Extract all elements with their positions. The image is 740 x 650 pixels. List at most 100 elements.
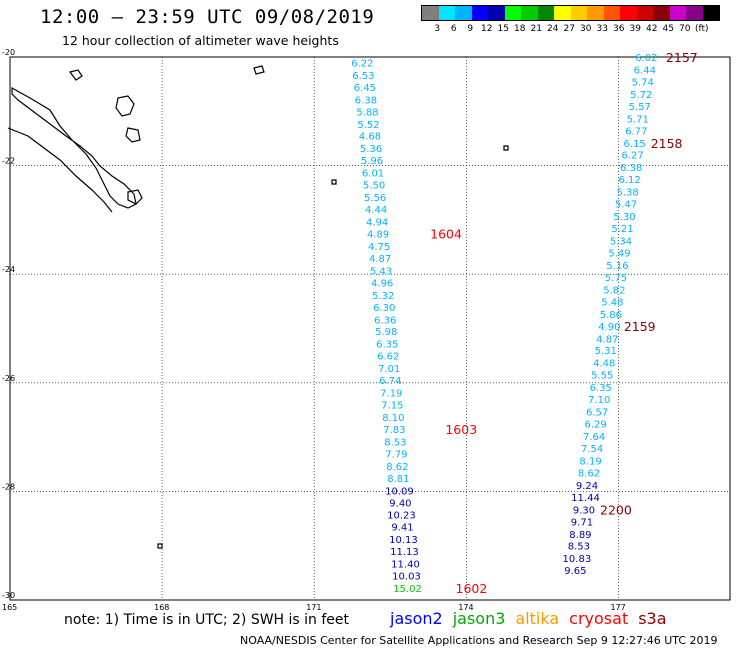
legend-swatch — [471, 6, 488, 20]
wave-height-value: 4.89 — [367, 229, 389, 240]
wave-height-value: 8.53 — [384, 437, 406, 448]
wave-height-value: 11.13 — [390, 547, 419, 558]
wave-height-value: 7.10 — [588, 395, 610, 406]
footer-credit: NOAA/NESDIS Center for Satellite Applica… — [240, 634, 718, 647]
wave-height-value: 4.68 — [359, 132, 381, 143]
wave-height-value: 6.36 — [374, 315, 396, 326]
wave-height-value: 9.24 — [576, 481, 598, 492]
pass-time-label: 2157 — [666, 50, 698, 65]
lon-label: 174 — [458, 603, 473, 612]
wave-height-value: 8.62 — [386, 462, 408, 473]
coastline-loyalty-island-2 — [125, 127, 141, 143]
wave-height-value: 5.86 — [600, 310, 622, 321]
graticule — [10, 56, 730, 601]
wave-height-value: 5.72 — [630, 90, 652, 101]
wave-height-value: 5.55 — [591, 371, 613, 382]
wave-height-value: 4.44 — [365, 205, 387, 216]
wave-height-value: 11.44 — [571, 493, 600, 504]
satellite-jason2: jason2 — [390, 609, 443, 628]
legend-label: 15 — [497, 24, 509, 34]
wave-height-value: 10.23 — [387, 511, 416, 522]
wave-height-value: 8.19 — [579, 456, 601, 467]
wave-height-value: 4.87 — [596, 334, 618, 345]
wave-height-value: 5.21 — [611, 224, 633, 235]
wave-height-value: 6.02 — [635, 53, 657, 64]
wave-height-value: 4.48 — [593, 359, 615, 370]
wave-height-value: 7.15 — [381, 401, 403, 412]
wave-height-value: 7.83 — [383, 425, 405, 436]
wave-height-value: 10.13 — [389, 535, 418, 546]
legend-swatch — [669, 6, 686, 20]
pass-time-label: 1604 — [430, 226, 462, 241]
wave-height-value: 10.83 — [563, 554, 592, 565]
legend-label: 24 — [547, 24, 559, 34]
wave-height-value: 5.74 — [632, 77, 654, 88]
wave-height-value: 9.41 — [391, 523, 413, 534]
lat-label: -30 — [2, 591, 15, 600]
legend-swatch — [455, 6, 472, 20]
wave-height-value: 5.52 — [357, 120, 379, 131]
satellite-s3a: s3a — [638, 609, 667, 628]
wave-height-value: 5.30 — [613, 212, 635, 223]
wave-height-value: 5.96 — [361, 156, 383, 167]
legend-swatch — [636, 6, 653, 20]
right-altimeter-track: 6.026.445.74 5.725.575.716.77 6.156.276.38… — [563, 50, 698, 577]
wave-height-value: 9.40 — [389, 498, 411, 509]
legend-label: 12 — [481, 24, 493, 34]
wave-height-color-legend: 3 6 9 12 15 18 21 24 27 30 33 36 39 42 45 70 (ft) — [421, 5, 720, 34]
wave-height-value: 8.53 — [568, 542, 590, 553]
wave-height-value: 5.49 — [608, 248, 630, 259]
coastline-tiny-island-3 — [157, 543, 163, 549]
coastline-loyalty-island-3 — [68, 69, 83, 81]
pass-time-label: 1603 — [445, 422, 477, 437]
legend-label: 6 — [450, 24, 457, 34]
wave-height-value: 4.75 — [368, 242, 390, 253]
wave-height-value: 4.90 — [598, 322, 620, 333]
legend-label: 21 — [530, 24, 542, 34]
lat-label: -22 — [2, 157, 15, 166]
wave-height-value: 5.71 — [627, 114, 649, 125]
coastline — [7, 65, 509, 549]
wave-height-value: 8.10 — [382, 413, 404, 424]
wave-height-value: 5.57 — [629, 102, 651, 113]
wave-height-value: 5.16 — [606, 261, 628, 272]
legend-swatch — [686, 6, 703, 20]
wave-height-value: 5.75 — [605, 273, 627, 284]
lat-label: -28 — [2, 482, 15, 491]
wave-height-value: 6.29 — [585, 420, 607, 431]
wave-height-value: 5.32 — [372, 291, 394, 302]
wave-height-value: 9.65 — [564, 566, 586, 577]
legend-label: 42 — [646, 24, 658, 34]
legend-swatch — [570, 6, 587, 20]
legend-label: 3 — [434, 24, 441, 34]
map-title: 12:00 – 23:59 UTC 09/08/2019 — [40, 6, 375, 28]
wave-height-value: 7.01 — [378, 364, 400, 375]
axis-labels: -20 -22 -24 -26 -28 -30 165 168 171 174 177 — [2, 48, 626, 612]
wave-height-value: 6.27 — [622, 151, 644, 162]
pass-time-label: 2159 — [624, 319, 656, 334]
coastline-tiny-island-2 — [503, 145, 509, 151]
legend-swatches — [421, 5, 720, 21]
legend-swatch — [587, 6, 604, 20]
pass-time-label: 2200 — [600, 502, 632, 517]
legend-swatch — [537, 6, 554, 20]
wave-height-value: 6.35 — [590, 383, 612, 394]
wave-height-value: 8.89 — [569, 530, 591, 541]
legend-label: 36 — [613, 24, 625, 34]
wave-height-value: 6.01 — [362, 169, 384, 180]
legend-swatch — [521, 6, 538, 20]
wave-height-value: 15.02 — [393, 584, 422, 595]
coastline-new-caledonia-reef — [7, 127, 113, 213]
legend-swatch — [438, 6, 455, 20]
legend-swatch — [488, 6, 505, 20]
legend-swatch — [554, 6, 571, 20]
map-subtitle: 12 hour collection of altimeter wave hei… — [62, 33, 339, 48]
legend-unit: (ft) — [695, 24, 709, 34]
satellite-jason3: jason3 — [452, 609, 506, 628]
wave-height-value: 10.09 — [385, 486, 414, 497]
wave-height-value: 6.74 — [379, 376, 401, 387]
wave-height-value: 6.53 — [352, 71, 374, 82]
legend-swatch — [603, 6, 620, 20]
wave-height-value: 6.38 — [620, 163, 642, 174]
wave-height-value: 5.50 — [363, 181, 385, 192]
